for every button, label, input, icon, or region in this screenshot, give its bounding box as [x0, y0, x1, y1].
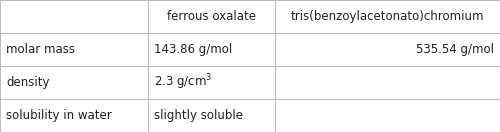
Bar	[0, 0, 148, 33]
Text: solubility in water: solubility in water	[6, 109, 112, 122]
Bar	[0, 33, 148, 66]
Text: ferrous oxalate: ferrous oxalate	[167, 10, 256, 23]
Bar	[148, 33, 275, 66]
Text: 143.86 g/mol: 143.86 g/mol	[154, 43, 232, 56]
Text: 535.54 g/mol: 535.54 g/mol	[416, 43, 494, 56]
Bar	[275, 66, 500, 99]
Bar	[148, 99, 275, 132]
Bar	[148, 66, 275, 99]
Bar	[275, 33, 500, 66]
Text: 2.3 g/cm$^3$: 2.3 g/cm$^3$	[154, 73, 212, 92]
Bar	[148, 0, 275, 33]
Bar	[0, 66, 148, 99]
Text: molar mass: molar mass	[6, 43, 75, 56]
Bar	[275, 99, 500, 132]
Text: slightly soluble: slightly soluble	[154, 109, 242, 122]
Text: density: density	[6, 76, 50, 89]
Bar	[0, 99, 148, 132]
Text: tris(benzoylacetonato)chromium: tris(benzoylacetonato)chromium	[291, 10, 484, 23]
Bar	[275, 0, 500, 33]
